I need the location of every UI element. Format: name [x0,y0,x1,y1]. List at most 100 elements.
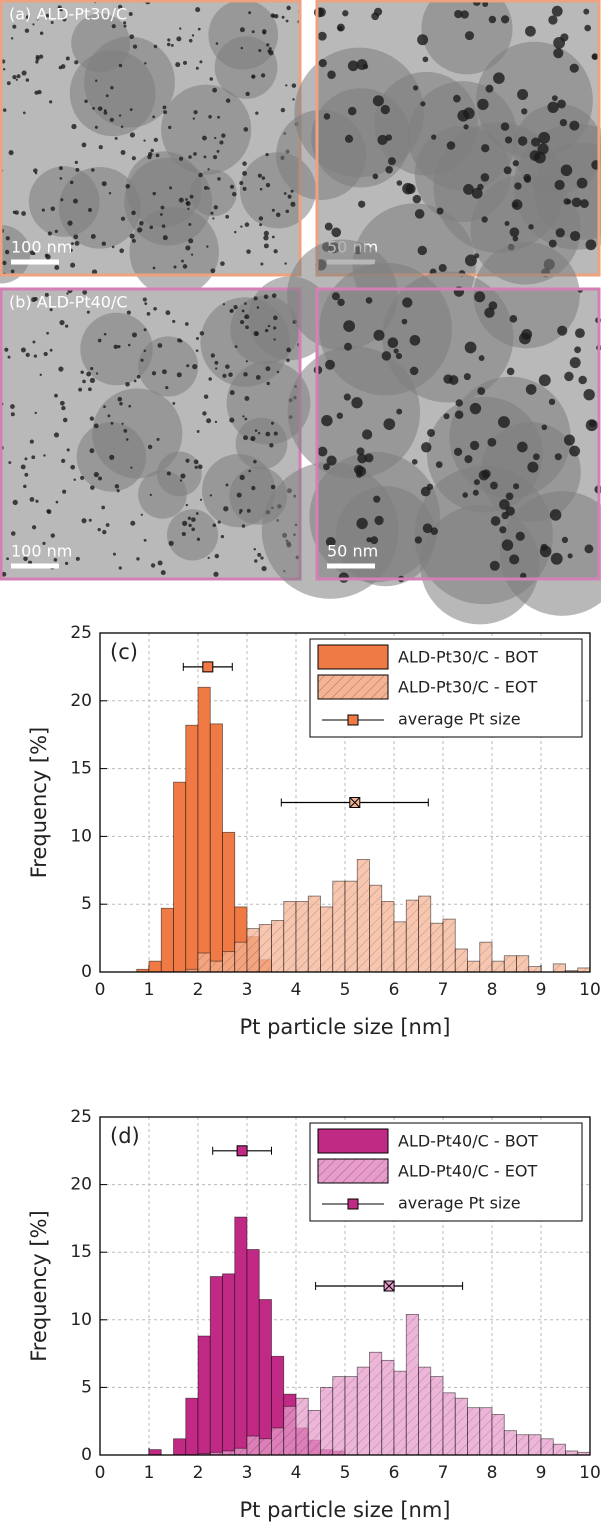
pt-particle [35,60,39,64]
pt-particle [23,556,28,562]
pt-particle [71,123,77,130]
histogram-bar [197,686,211,973]
pt-particle [136,374,141,379]
tem-image: (a) ALD-Pt30/C 100 nm [0,0,317,297]
pt-particle [228,372,233,377]
pt-particle [180,473,186,479]
pt-particle [206,418,212,424]
pt-particle [412,194,422,204]
panel-label: (a) ALD-Pt30/C [9,5,127,24]
pt-particle [262,31,266,35]
pt-particle [317,446,328,457]
pt-particle [142,297,147,302]
pt-particle [50,533,55,538]
pt-particle [387,157,396,166]
pt-particle [162,369,167,375]
pt-particle [325,359,335,370]
histogram-bar [320,906,334,973]
pt-particle [243,372,248,377]
pt-particle [178,156,184,161]
pt-particle [123,24,127,28]
pt-particle [165,310,171,316]
pt-particle [7,355,11,359]
pt-particle [8,150,14,156]
carbon-particle [311,88,411,188]
pt-particle [504,136,513,144]
pt-particle [61,405,66,411]
y-axis-label: Frequency [%] [27,1210,51,1362]
pt-particle [97,338,102,343]
pt-particle [150,148,154,153]
pt-particle [25,78,30,82]
pt-particle [88,208,92,212]
pt-particle [373,495,381,503]
histogram-bar [528,966,542,973]
legend-marker [347,714,359,726]
pt-particle [105,94,109,98]
pt-particle [131,332,137,338]
pt-particle [197,27,201,31]
histogram-bar [430,1376,444,1456]
pt-particle [203,155,207,159]
histogram-bar [418,895,432,973]
pt-particle [239,474,245,480]
pt-particle [95,372,99,375]
pt-particle [292,98,295,101]
tem-border [315,287,601,581]
pt-particle [268,47,272,50]
pt-particle [196,537,201,541]
pt-particle [488,301,498,310]
pt-particle [471,187,483,199]
pt-particle [584,24,591,32]
pt-particle [195,7,201,13]
pt-particle [188,223,192,226]
pt-particle [206,245,209,248]
pt-particle [531,137,541,147]
pt-particle [181,531,186,537]
pt-particle [533,151,546,164]
pt-particle [131,210,136,216]
pt-particle [186,364,190,368]
pt-particle [343,320,356,332]
histogram-bar [222,1273,236,1456]
pt-particle [234,230,237,234]
pt-particle [147,154,152,160]
pt-particle [12,24,17,29]
pt-particle [473,479,480,486]
pt-particle [567,553,573,559]
pt-particle [213,205,218,210]
pt-particle [569,357,581,369]
pt-particle [207,556,210,560]
pt-particle [44,292,49,297]
pt-particle [111,24,116,29]
carbon-particle [92,388,183,479]
pt-particle [156,437,160,441]
pt-particle [130,466,133,469]
pt-particle [259,223,263,227]
pt-particle [215,42,219,45]
pt-particle [229,310,233,313]
pt-particle [108,192,112,195]
pt-particle [94,125,98,129]
pt-particle [427,429,436,437]
pt-particle [33,354,38,358]
pt-particle [15,78,18,81]
pt-particle [244,315,247,319]
pt-particle [487,437,497,447]
histogram-bar [246,1435,260,1456]
histogram-bar [540,1438,554,1456]
pt-particle [20,464,26,470]
y-tick-label: 10 [70,826,92,846]
pt-particle [229,390,235,396]
pt-particle [538,131,551,144]
pt-particle [477,98,489,111]
pt-particle [485,84,494,93]
histogram-bar [418,1366,432,1456]
pt-particle [481,144,490,153]
pt-particle [62,489,67,494]
pt-particle [463,373,471,381]
carbon-particle [80,312,153,386]
pt-particle [143,328,147,332]
pt-particle [133,379,137,383]
pt-particle [591,53,599,61]
